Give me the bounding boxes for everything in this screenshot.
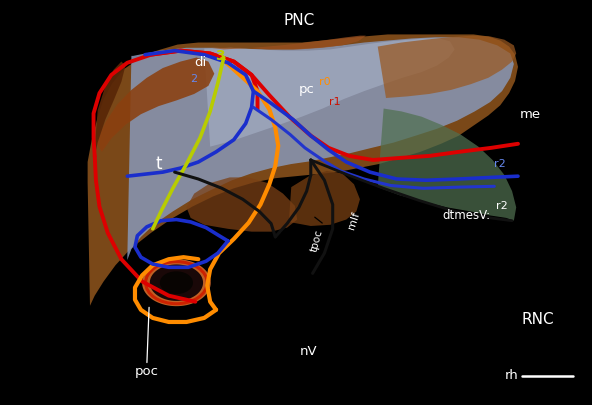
- Text: 3: 3: [215, 49, 225, 63]
- Text: tpoc: tpoc: [309, 229, 324, 253]
- Text: di: di: [194, 56, 206, 69]
- Polygon shape: [160, 271, 193, 294]
- Text: r1: r1: [329, 97, 340, 107]
- Polygon shape: [96, 58, 214, 152]
- Polygon shape: [378, 36, 516, 98]
- Polygon shape: [204, 38, 455, 147]
- Text: r2: r2: [494, 159, 506, 169]
- Polygon shape: [378, 109, 516, 221]
- Text: r0: r0: [318, 77, 330, 87]
- Polygon shape: [289, 171, 360, 226]
- Text: mlf: mlf: [346, 211, 362, 231]
- Polygon shape: [150, 264, 203, 301]
- Text: PNC: PNC: [284, 13, 314, 28]
- Text: nV: nV: [300, 345, 318, 358]
- Text: rh: rh: [504, 369, 518, 382]
- Polygon shape: [94, 62, 126, 162]
- Polygon shape: [127, 37, 514, 260]
- Text: pc: pc: [299, 83, 314, 96]
- Polygon shape: [186, 177, 297, 232]
- Polygon shape: [88, 34, 518, 306]
- Text: RNC: RNC: [521, 312, 554, 328]
- Polygon shape: [210, 36, 366, 49]
- Text: r2: r2: [496, 201, 508, 211]
- Text: dtmesV:: dtmesV:: [443, 209, 491, 222]
- Text: 2: 2: [191, 74, 198, 84]
- Text: t: t: [156, 155, 162, 173]
- Text: poc: poc: [135, 365, 159, 378]
- Polygon shape: [142, 259, 211, 306]
- Text: me: me: [519, 108, 540, 121]
